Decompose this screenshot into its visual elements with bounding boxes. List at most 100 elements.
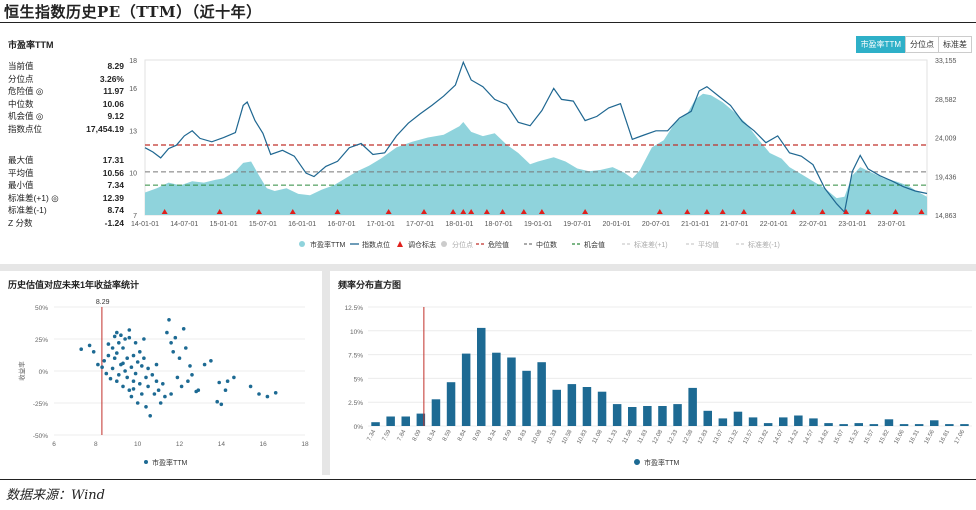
y-axis-label: 收益率 xyxy=(17,361,26,381)
scatter-point xyxy=(127,328,132,332)
scatter-point xyxy=(131,379,136,383)
scatter-point xyxy=(112,334,117,339)
rebalance-marker xyxy=(703,209,710,214)
y-right-tick-label: 24,009 xyxy=(935,136,957,143)
x-tick-label: 6 xyxy=(52,441,56,448)
scatter-point xyxy=(123,337,127,341)
stat-label: 分位点 xyxy=(8,73,34,84)
scatter-point xyxy=(129,394,134,399)
x-tick-label: 16-01-01 xyxy=(288,221,316,228)
rebalance-marker xyxy=(216,209,223,214)
scatter-point xyxy=(181,327,186,331)
scatter-point xyxy=(273,391,278,395)
histogram-bar xyxy=(809,418,818,426)
stat-label: 标准差(-1) xyxy=(8,205,47,215)
stat-row: 标准差(-1) 8.74 xyxy=(8,204,124,217)
footer-rule xyxy=(0,479,976,480)
legend-label: 机会值 xyxy=(584,240,605,249)
stat-row[interactable]: 标准差(+1) ◎ 12.39 xyxy=(8,192,124,205)
return-scatter-panel: 历史估值对应未来1年收益率统计 50% 25% 0% -25% -50% 6 8 10 12 14… xyxy=(0,271,322,475)
x-tick-label: 14.07 xyxy=(773,429,786,446)
x-tick-label: 14 xyxy=(218,441,226,448)
rebalance-marker xyxy=(460,209,467,214)
rebalance-marker xyxy=(161,209,168,214)
stat-row[interactable]: 机会值 ◎ 9.12 xyxy=(8,110,124,123)
scatter-point xyxy=(129,365,134,369)
histogram-bar xyxy=(537,362,546,426)
scatter-point xyxy=(110,346,115,350)
scatter-point xyxy=(133,341,138,345)
x-tick-label: 13.82 xyxy=(758,429,771,446)
histogram-bar xyxy=(461,353,471,426)
stat-value: 10.06 xyxy=(102,98,124,109)
pe-history-chart: 7 10 13 16 18 14,863 19,436 24,009 28,582 33,155 1… xyxy=(129,58,957,249)
x-tick-label: 8.09 xyxy=(412,429,423,443)
x-tick-label: 15-01-01 xyxy=(210,221,238,228)
x-tick-label: 17-07-01 xyxy=(406,221,434,228)
histogram-bar xyxy=(930,420,939,426)
histogram-bar xyxy=(582,387,592,426)
rebalance-marker xyxy=(385,209,392,214)
x-tick-label: 10.33 xyxy=(546,429,559,446)
scatter-point xyxy=(209,359,213,363)
x-tick-label: 8.59 xyxy=(442,429,453,443)
rebalance-marker xyxy=(684,209,691,214)
rebalance-marker xyxy=(819,209,826,214)
rebalance-marker xyxy=(656,209,663,214)
scatter-point xyxy=(217,380,221,385)
scatter-point xyxy=(179,384,184,389)
histogram-bar xyxy=(960,424,969,426)
scatter-point xyxy=(156,388,161,392)
histogram-bar xyxy=(401,416,410,426)
histogram-bar xyxy=(718,418,728,426)
histogram-bar xyxy=(854,423,863,426)
scatter-panel-title: 历史估值对应未来1年收益率统计 xyxy=(8,280,140,290)
scatter-point xyxy=(150,373,155,377)
stat-label: 当前值 xyxy=(8,61,34,71)
x-tick-label: 7.59 xyxy=(382,429,393,443)
scatter-point xyxy=(188,364,192,368)
scatter-point xyxy=(106,342,111,346)
scatter-point xyxy=(91,350,96,354)
scatter-point xyxy=(186,379,190,383)
rebalance-marker xyxy=(334,209,341,214)
y-right-tick-label: 33,155 xyxy=(935,58,957,65)
scatter-point xyxy=(152,392,157,396)
scatter-point xyxy=(163,394,167,399)
stat-row: 中位数 10.06 xyxy=(8,98,124,111)
stat-value: 17.31 xyxy=(102,155,124,165)
legend-label: 平均值 xyxy=(698,240,719,249)
rebalance-marker xyxy=(538,209,545,214)
tab-percentile[interactable]: 分位点 xyxy=(905,36,939,53)
x-tick-label: 8.34 xyxy=(427,429,438,443)
legend-label: 标准差(+1) xyxy=(634,240,668,249)
x-tick-label: 9.59 xyxy=(502,429,513,443)
tab-std-dev[interactable]: 标准差 xyxy=(938,36,972,53)
rebalance-marker xyxy=(499,209,506,214)
legend-label: 市盈率TTM xyxy=(644,458,680,467)
rebalance-marker xyxy=(255,209,262,214)
stat-row[interactable]: 危险值 ◎ 11.97 xyxy=(8,85,124,98)
rebalance-marker xyxy=(790,209,797,214)
x-tick-label: 9.09 xyxy=(472,429,483,443)
x-tick-label: 21-07-01 xyxy=(720,221,748,228)
x-tick-label: 20-01-01 xyxy=(603,221,631,228)
scatter-point xyxy=(171,350,175,354)
rebalance-marker xyxy=(892,209,899,214)
x-tick-label: 14.32 xyxy=(788,429,801,446)
scatter-point xyxy=(142,356,146,360)
histogram-bar xyxy=(824,423,833,426)
histogram-bar xyxy=(643,406,652,426)
stat-value: 3.26% xyxy=(99,73,124,84)
y-left-tick-label: 18 xyxy=(129,58,137,65)
scatter-point xyxy=(144,405,148,409)
stat-row: 最小值 7.34 xyxy=(8,179,124,192)
title-rule xyxy=(0,22,976,23)
scatter-point xyxy=(108,376,113,381)
x-tick-label: 21-01-01 xyxy=(681,221,709,228)
histogram-bar xyxy=(567,384,577,426)
histogram-bar xyxy=(748,417,758,426)
legend-swatch xyxy=(397,241,403,247)
stat-row: Z 分数 -1.24 xyxy=(8,217,124,230)
y-left-tick-label: 13 xyxy=(129,128,137,135)
